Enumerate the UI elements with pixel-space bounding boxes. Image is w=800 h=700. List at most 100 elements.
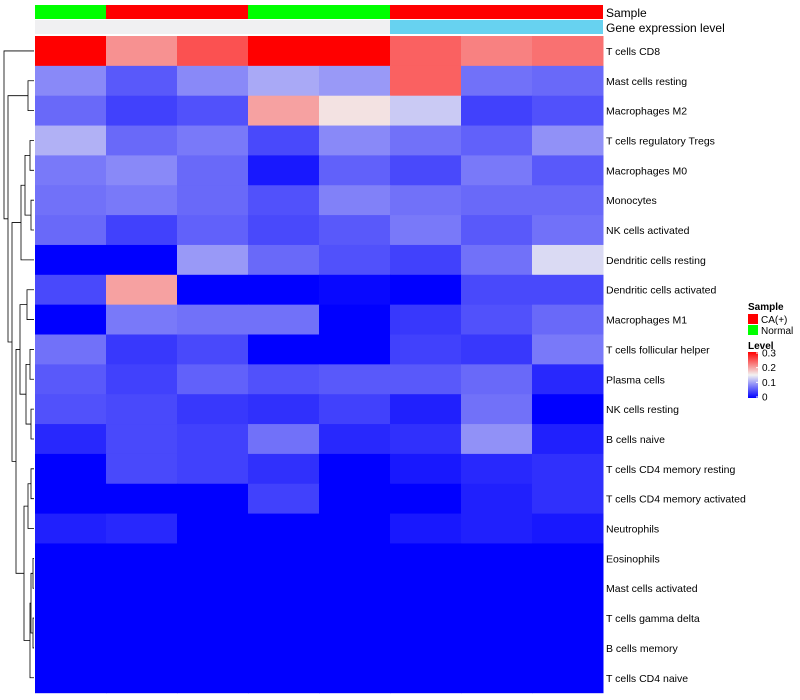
row-label: Dendritic cells activated: [606, 285, 716, 297]
heatmap-cell: [390, 274, 462, 306]
heatmap-cell: [532, 483, 604, 515]
annotation-label-sample: Sample: [606, 6, 647, 20]
row-label: Eosinophils: [606, 553, 660, 565]
legend-swatch-ca: [748, 314, 758, 324]
heatmap-cell: [532, 573, 604, 604]
heatmap-cell: [35, 603, 107, 634]
heatmap-cell: [177, 364, 249, 395]
heatmap-cell: [319, 424, 391, 455]
heatmap-cell: [461, 125, 533, 156]
heatmap-cell: [177, 65, 249, 97]
heatmap-cell: [177, 244, 249, 276]
heatmap-cell: [532, 155, 604, 186]
heatmap-cell: [177, 334, 249, 365]
heatmap-cell: [461, 364, 533, 395]
heatmap-cell: [461, 543, 533, 574]
heatmap-cell: [248, 513, 320, 544]
annotation-label-gene-expression: Gene expression level: [606, 21, 725, 35]
heatmap-cell: [106, 573, 178, 604]
heatmap-cell: [177, 483, 249, 515]
heatmap-cell: [390, 364, 462, 395]
heatmap-cell: [248, 453, 320, 485]
heatmap-cell: [532, 36, 604, 67]
heatmap-cell: [177, 573, 249, 604]
annotation-cell-gene-level: [35, 20, 106, 34]
heatmap-cell: [319, 662, 391, 694]
heatmap-cell: [461, 513, 533, 544]
heatmap-cell: [461, 95, 533, 127]
heatmap-cell: [390, 185, 462, 216]
heatmap-cell: [532, 543, 604, 574]
dendrogram-branch: [26, 289, 34, 320]
heatmap-cell: [532, 394, 604, 425]
heatmap-cell: [106, 633, 178, 664]
heatmap-cell: [461, 304, 533, 335]
heatmap-cell: [390, 334, 462, 365]
heatmap-cell: [319, 304, 391, 335]
annotation-labels: Sample Gene expression level: [606, 6, 725, 35]
heatmap-cell: [177, 513, 249, 544]
heatmap-cell: [390, 483, 462, 515]
row-label: B cells memory: [606, 643, 679, 655]
heatmap-cell: [461, 483, 533, 515]
heatmap-cell: [106, 513, 178, 544]
heatmap-cell: [532, 244, 604, 276]
heatmap-cell: [35, 244, 107, 276]
row-label: T cells CD4 memory activated: [606, 494, 746, 506]
annotation-cell-gene-level: [319, 20, 390, 34]
annotation-cell-gene-level: [106, 20, 177, 34]
legend-level-ticks: 0.3 0.2 0.1 0: [756, 349, 776, 404]
heatmap-cell: [35, 633, 107, 664]
heatmap-cell: [461, 394, 533, 425]
heatmap-cell: [532, 513, 604, 544]
heatmap-cell: [532, 215, 604, 246]
row-label: T cells follicular helper: [606, 344, 710, 356]
annotation-cell-gene-level: [248, 20, 319, 34]
dendrogram-branch: [27, 80, 34, 112]
heatmap-cell: [390, 662, 462, 694]
heatmap-cell: [248, 95, 320, 127]
row-label: NK cells activated: [606, 225, 690, 237]
heatmap-cell: [390, 36, 462, 67]
heatmap-cell: [532, 274, 604, 306]
heatmap-cell: [248, 394, 320, 425]
legend-level-colorbar: [748, 352, 758, 398]
heatmap-cell: [248, 573, 320, 604]
heatmap-cell: [106, 603, 178, 634]
legend-level-tick-label: 0.2: [762, 363, 776, 374]
heatmap-cell: [248, 633, 320, 664]
dendrogram-branch: [30, 199, 34, 231]
annotation-cell-gene-level: [390, 20, 461, 34]
heatmap-cell: [248, 304, 320, 335]
heatmap-cell: [106, 364, 178, 395]
heatmap-cell: [35, 453, 107, 485]
annotation-cell-sample: [319, 5, 390, 19]
heatmap-cell: [461, 334, 533, 365]
annotation-cell-gene-level: [532, 20, 603, 34]
heatmap-cell: [319, 155, 391, 186]
row-labels: T cells CD8 Mast cells resting Macrophages…: [606, 46, 746, 685]
row-label: Plasma cells: [606, 374, 665, 386]
heatmap-cell: [106, 65, 178, 97]
heatmap-cell: [390, 244, 462, 276]
row-label: Macrophages M1: [606, 315, 687, 327]
heatmap-cell: [106, 424, 178, 455]
heatmap-cell: [106, 543, 178, 574]
heatmap-cell: [248, 603, 320, 634]
heatmap-cell: [532, 334, 604, 365]
heatmap-cell: [177, 36, 249, 67]
heatmap-cell: [177, 95, 249, 127]
row-label: T cells CD8: [606, 46, 660, 58]
heatmap-cell: [177, 125, 249, 156]
heatmap-cell: [319, 95, 391, 127]
heatmap-cell: [248, 215, 320, 246]
heatmap-cell: [177, 185, 249, 216]
heatmap-cell: [248, 334, 320, 365]
heatmap-cell: [319, 334, 391, 365]
heatmap-cell: [177, 274, 249, 306]
heatmap-cell: [248, 36, 320, 67]
heatmap-cell: [319, 394, 391, 425]
heatmap-cell: [35, 364, 107, 395]
heatmap-cell: [461, 155, 533, 186]
